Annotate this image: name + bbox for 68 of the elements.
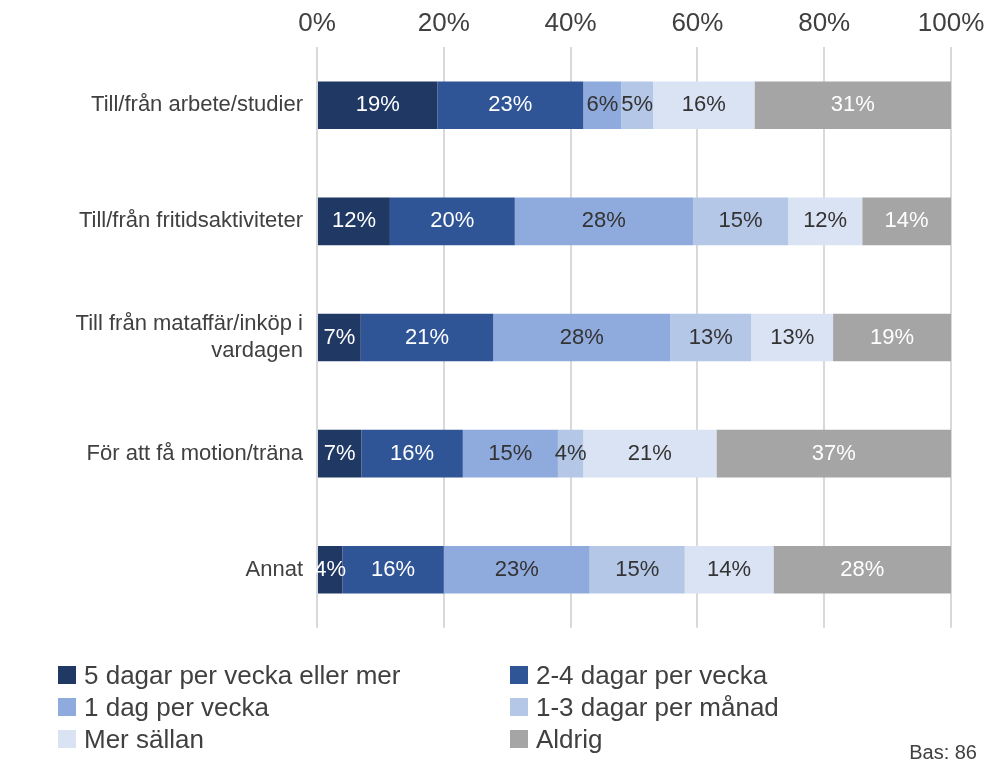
data-label: 20% xyxy=(430,207,475,233)
legend-label: 5 dagar per vecka eller mer xyxy=(84,660,401,690)
data-label: 19% xyxy=(355,91,400,117)
data-label: 28% xyxy=(840,555,885,581)
bar xyxy=(514,197,693,246)
bar xyxy=(684,545,774,594)
text: Bas: 86 xyxy=(909,741,977,764)
legend-label: 1 dag per vecka xyxy=(84,692,270,722)
bar xyxy=(389,197,515,246)
data-label: 12% xyxy=(803,207,848,233)
bar xyxy=(862,197,951,246)
x-tick-label: 0% xyxy=(298,6,336,37)
bar xyxy=(318,197,390,246)
data-label: 15% xyxy=(615,555,660,581)
x-tick-label: 100% xyxy=(917,6,985,37)
data-label: 31% xyxy=(830,91,875,117)
data-label: 6% xyxy=(586,91,619,117)
bar xyxy=(788,197,863,246)
data-label: 37% xyxy=(811,439,856,465)
bar xyxy=(360,313,494,362)
data-label: 21% xyxy=(404,323,450,349)
y-tick-label: Till/från arbete/studier xyxy=(91,91,303,117)
legend-label: 2-4 dagar per vecka xyxy=(536,660,768,690)
bar xyxy=(754,81,951,130)
data-label: 4% xyxy=(554,439,587,465)
data-label: 13% xyxy=(770,323,815,349)
data-label: 7% xyxy=(323,439,356,465)
legend-label: Aldrig xyxy=(536,724,603,754)
data-label: 15% xyxy=(718,207,763,233)
data-label: 16% xyxy=(390,439,435,465)
y-tick-label: För att få motion/träna xyxy=(86,439,304,465)
bar xyxy=(589,545,685,594)
bar xyxy=(443,545,590,594)
x-tick-label: 60% xyxy=(671,6,724,37)
data-label: 14% xyxy=(707,555,752,581)
data-label: 15% xyxy=(488,439,533,465)
data-label: 21% xyxy=(627,439,672,465)
legend-label: 1-3 dagar per månad xyxy=(536,692,779,722)
data-label: 12% xyxy=(331,207,376,233)
y-tick-label: Annat xyxy=(245,555,303,581)
bar xyxy=(833,313,951,362)
y-tick-label: Till/från fritidsaktiviteter xyxy=(78,207,303,233)
bar xyxy=(437,81,584,130)
bar xyxy=(361,429,463,478)
bar xyxy=(653,81,755,130)
bar xyxy=(692,197,789,246)
bar xyxy=(751,313,834,362)
x-tick-label: 80% xyxy=(798,6,851,37)
data-label: 16% xyxy=(371,555,416,581)
bar xyxy=(493,313,671,362)
x-tick-label: 40% xyxy=(544,6,597,37)
x-tick-label: 20% xyxy=(417,6,470,37)
data-label: 28% xyxy=(581,207,626,233)
data-label: 23% xyxy=(494,555,539,581)
data-label: 7% xyxy=(323,323,356,349)
bar xyxy=(318,81,438,130)
data-label: 13% xyxy=(688,323,733,349)
data-label: 5% xyxy=(621,91,654,117)
legend-label: Mer sällan xyxy=(84,724,204,754)
y-tick-label: Till från mataffär/inköp i vardagen xyxy=(75,310,303,362)
data-label: 23% xyxy=(488,91,533,117)
data-label: 16% xyxy=(681,91,726,117)
bar xyxy=(670,313,752,362)
bar xyxy=(716,429,951,478)
data-label: 14% xyxy=(884,207,929,233)
bar xyxy=(773,545,951,594)
data-label: 19% xyxy=(870,323,915,349)
data-label: 28% xyxy=(559,323,604,349)
